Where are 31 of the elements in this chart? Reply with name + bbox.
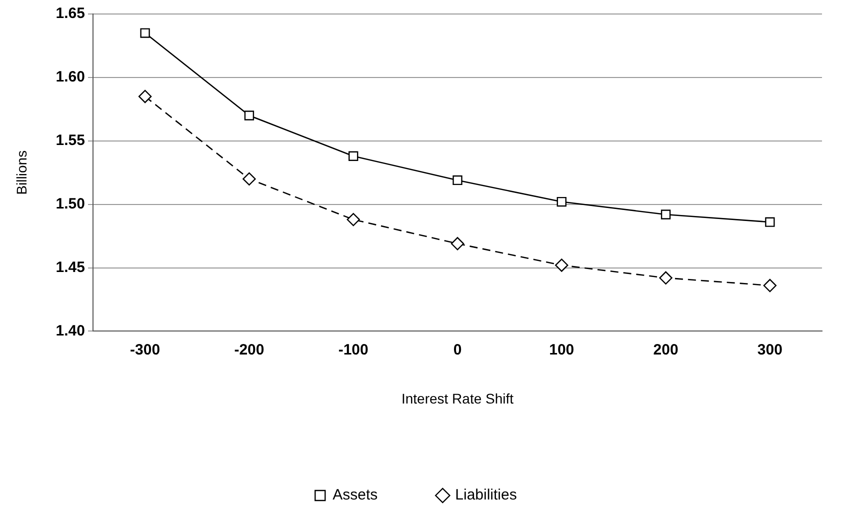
point: [659, 271, 672, 285]
x-tick-label: -100: [338, 341, 368, 358]
y-tick-label: 1.50: [56, 195, 85, 212]
x-tick-label: -300: [130, 341, 160, 358]
x-tick-label: 0: [453, 341, 462, 358]
x-tick-label: 200: [653, 341, 678, 358]
point: [763, 278, 777, 292]
point: [138, 90, 152, 104]
y-tick-label: 1.45: [56, 258, 85, 276]
y-tick-label: 1.40: [56, 322, 85, 340]
y-tick-label: 1.65: [56, 5, 85, 22]
point: [450, 237, 464, 250]
point: [348, 151, 358, 161]
point: [242, 172, 256, 186]
legend-label: Liabilities: [455, 486, 517, 504]
point: [556, 196, 566, 207]
x-tick-label: -200: [234, 341, 264, 358]
point: [140, 28, 150, 38]
y-tick-label: 1.55: [56, 132, 85, 150]
point: [346, 212, 360, 226]
x-tick-label: 300: [757, 341, 782, 358]
y-axis-title: Billions: [13, 150, 30, 195]
point: [660, 210, 671, 220]
y-tick-label: 1.60: [56, 68, 85, 86]
x-axis-title: Interest Rate Shift: [401, 390, 514, 406]
point: [452, 175, 462, 186]
point: [555, 258, 568, 272]
legend-label: Assets: [332, 486, 378, 504]
x-tick-label: 100: [549, 341, 574, 358]
point: [765, 217, 775, 227]
point: [244, 110, 254, 120]
